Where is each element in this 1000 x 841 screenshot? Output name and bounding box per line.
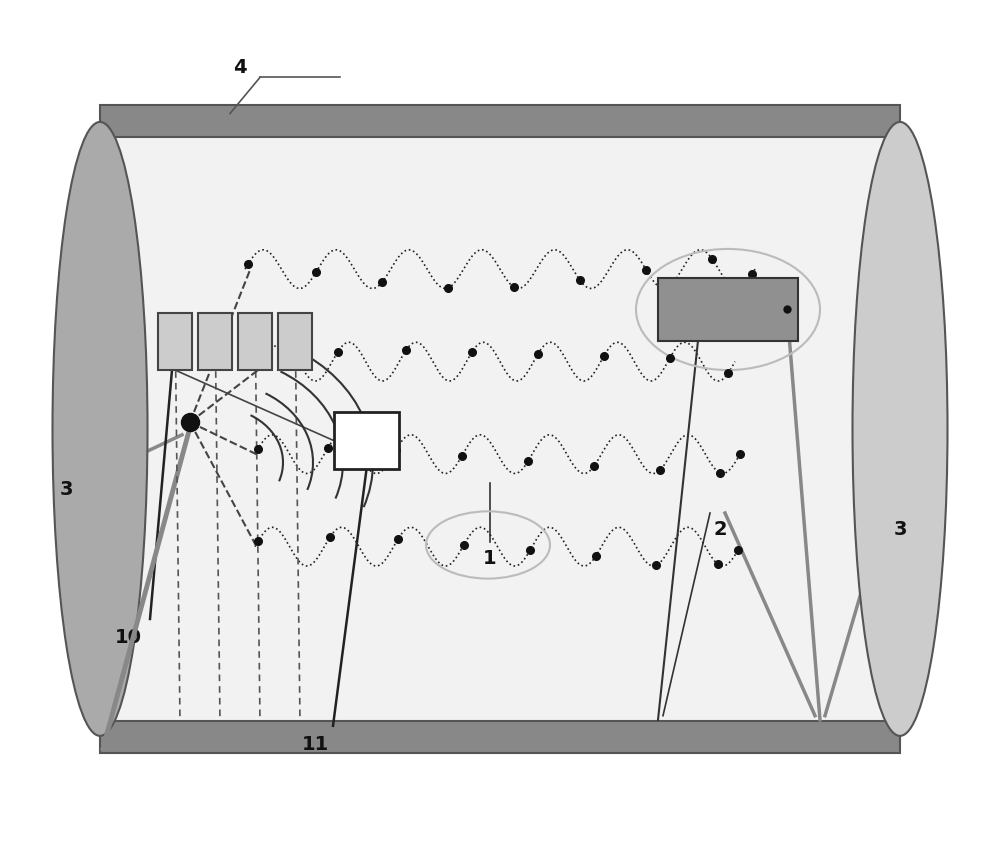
Bar [278,313,312,370]
Bar [100,721,900,753]
Text: 4: 4 [233,58,247,77]
Bar [158,313,192,370]
Bar [238,313,272,370]
Bar [658,278,798,341]
Text: 10: 10 [114,628,142,647]
Ellipse shape [52,122,148,736]
Bar [100,105,900,753]
Bar [100,105,900,137]
Text: 2: 2 [713,521,727,539]
Bar [334,412,399,469]
Text: 3: 3 [59,480,73,499]
Ellipse shape [852,122,948,736]
Text: 3: 3 [893,521,907,539]
Bar [198,313,232,370]
Text: 1: 1 [483,549,497,568]
Text: 11: 11 [301,735,329,754]
